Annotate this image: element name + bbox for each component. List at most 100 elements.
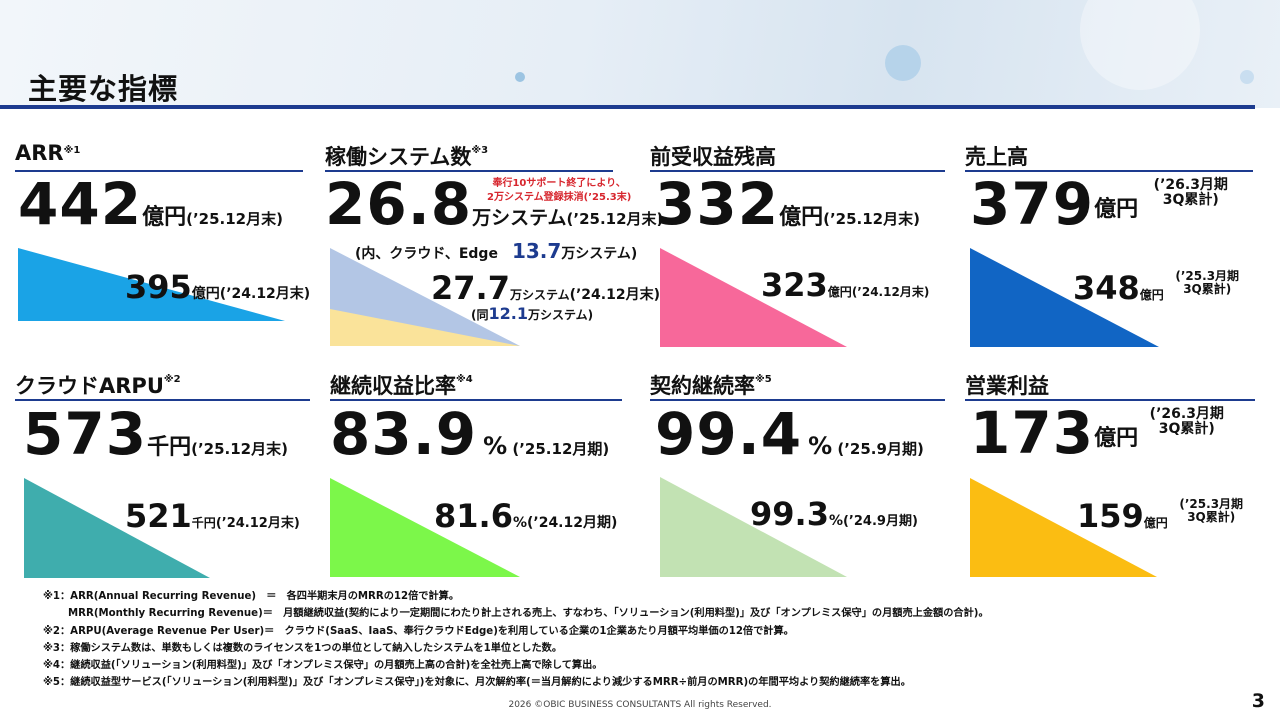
period-line: 3Q累計) <box>1183 282 1232 296</box>
prev-value: 27.7万システム(’24.12月末) <box>431 269 660 307</box>
value-number: 442 <box>18 170 143 238</box>
main-value: 83.9% (’25.12月期) <box>330 400 609 468</box>
value-number: 173 <box>970 399 1095 467</box>
card-title: 稼働システム数※3 <box>325 141 488 171</box>
card-title: 契約継続率※5 <box>650 370 772 400</box>
prev-value: 323億円(’24.12月末) <box>761 266 929 304</box>
kpi-card-sales: 売上高 379億円 (’26.3月期 3Q累計) 348億円 (’25.3月期 3Q… <box>965 141 1265 366</box>
value-number: 379 <box>970 170 1095 238</box>
period-line: 3Q累計) <box>1158 421 1215 437</box>
value-unit: 億円 <box>779 205 824 230</box>
triangle-shape-cloud <box>330 309 520 346</box>
decor-circle <box>1080 0 1200 90</box>
sub-suffix: 万システム) <box>527 308 594 322</box>
prev-value: 521千円(’24.12月末) <box>125 497 300 535</box>
prev-period: (’25.3月期 3Q累計) <box>1175 268 1240 296</box>
value-period: (’26.3月期 3Q累計) <box>1153 176 1228 209</box>
prev-period: (’24.12月末) <box>569 287 660 303</box>
card-title-rule <box>965 399 1255 401</box>
card-title-rule <box>15 399 310 401</box>
value-number: 332 <box>655 170 780 238</box>
card-title-text: 稼働システム数 <box>325 145 472 169</box>
kpi-card-systems: 稼働システム数※3 奉行10サポート終了により、 2万システム登録抹消(’25.… <box>325 141 663 366</box>
main-value: 573千円(’25.12月末) <box>23 400 288 468</box>
indicator-triangle <box>18 248 285 321</box>
card-title: 継続収益比率※4 <box>330 370 473 400</box>
indicator-triangle <box>330 478 520 577</box>
sub-prefix: (内、クラウド、Edge <box>355 246 498 262</box>
prev-number: 81.6 <box>434 497 513 535</box>
footnote-line: ※1：ARR(Annual Recurring Revenue) ＝ 各四半期末… <box>43 591 460 602</box>
kpi-card-retention: 契約継続率※5 99.4% (’25.9月期) 99.3%(’24.9月期) <box>650 370 950 595</box>
value-period: (’25.12月期) <box>507 440 610 458</box>
main-value: 332億円(’25.12月末) <box>655 170 920 238</box>
card-title-rule <box>965 170 1253 172</box>
prev-unit: 千円 <box>191 516 216 530</box>
period-line: (’25.3月期 <box>1179 496 1244 511</box>
prev-number: 395 <box>125 268 192 306</box>
value-period: (’25.9月期) <box>832 440 924 458</box>
prev-value: 159億円 (’25.3月期 3Q累計) <box>1077 497 1243 535</box>
prev-number: 159 <box>1077 497 1144 535</box>
prev-period: (’24.12月期) <box>526 515 618 531</box>
value-number: 573 <box>23 400 148 468</box>
card-title-text: 売上高 <box>965 145 1028 169</box>
indicator-triangle <box>970 478 1157 577</box>
prev-number: 99.3 <box>750 495 829 533</box>
triangle-shape <box>330 478 520 577</box>
value-unit: 億円 <box>1094 426 1139 451</box>
card-title-rule <box>650 399 945 401</box>
triangle-shape <box>660 477 847 577</box>
value-period: (’25.12月末) <box>823 210 920 228</box>
prev-unit: 億円 <box>191 286 220 302</box>
kpi-card-deferred-revenue: 前受収益残高 332億円(’25.12月末) 323億円(’24.12月末) <box>650 141 950 366</box>
sub-prefix: (同 <box>471 308 489 322</box>
period-line: (’26.3月期 <box>1149 405 1224 422</box>
value-period: (’25.12月末) <box>566 210 664 228</box>
card-title-text: 継続収益比率 <box>330 374 456 398</box>
value-period: (’26.3月期 3Q累計) <box>1149 405 1224 438</box>
card-title: 営業利益 <box>965 370 1049 400</box>
kpi-card-arr: ARR※1 442億円(’25.12月末) 395億円(’24.12月末) <box>15 141 315 366</box>
prev-cloud-sub-value: (同12.1万システム) <box>471 304 593 323</box>
sub-number: 13.7 <box>511 239 562 263</box>
footnote-mark: ※5 <box>755 374 772 385</box>
prev-number: 27.7 <box>431 269 510 307</box>
prev-period: (’25.3月期 3Q累計) <box>1179 496 1244 524</box>
footnote-line: MRR(Monthly Recurring Revenue)＝ 月額継続収益(契… <box>68 608 989 620</box>
kpi-card-cloud-arpu: クラウドARPU※2 573千円(’25.12月末) 521千円(’24.12月… <box>15 370 315 595</box>
decor-circle <box>885 45 921 81</box>
prev-period: (’24.9月期) <box>842 514 918 529</box>
card-title-text: クラウドARPU <box>15 374 164 398</box>
kpi-card-operating-income: 営業利益 173億円 (’26.3月期 3Q累計) 159億円 (’25.3月期 3… <box>965 370 1265 595</box>
prev-value: 348億円 (’25.3月期 3Q累計) <box>1073 269 1239 307</box>
period-line: (’25.3月期 <box>1175 268 1240 283</box>
card-title: ARR※1 <box>15 141 80 165</box>
indicator-triangle <box>660 477 847 577</box>
value-unit: 億円 <box>1094 197 1139 222</box>
indicator-triangle <box>330 248 520 346</box>
prev-value: 395億円(’24.12月末) <box>125 268 310 306</box>
footnote-mark: ※3 <box>471 145 489 156</box>
prev-unit: 億円 <box>827 285 852 299</box>
period-line: (’26.3月期 <box>1153 176 1228 193</box>
triangle-shape <box>970 478 1157 577</box>
header-background <box>0 0 1280 108</box>
card-title: 売上高 <box>965 141 1028 171</box>
copyright: 2026 ©OBIC BUSINESS CONSULTANTS All righ… <box>508 700 772 710</box>
red-note-line: 奉行10サポート終了により、 <box>492 178 626 189</box>
footnote-mark: ※2 <box>163 374 181 385</box>
prev-value: 99.3%(’24.9月期) <box>750 495 918 533</box>
prev-period: (’24.12月末) <box>851 285 930 299</box>
footnotes: ※1：ARR(Annual Recurring Revenue) ＝ 各四半期末… <box>43 588 989 692</box>
prev-value: 81.6%(’24.12月期) <box>434 497 617 535</box>
period-line: 3Q累計) <box>1162 192 1219 208</box>
triangle-shape <box>660 248 847 347</box>
card-title-text: 営業利益 <box>965 374 1049 398</box>
period-line: 3Q累計) <box>1187 510 1236 524</box>
footnote-mark: ※1 <box>63 145 81 156</box>
value-unit: % <box>808 432 833 460</box>
cloud-sub-value: (内、クラウド、Edge 13.7万システム) <box>355 239 637 263</box>
prev-number: 521 <box>125 497 192 535</box>
red-note: 奉行10サポート終了により、 2万システム登録抹消(’25.3末) <box>487 177 631 204</box>
